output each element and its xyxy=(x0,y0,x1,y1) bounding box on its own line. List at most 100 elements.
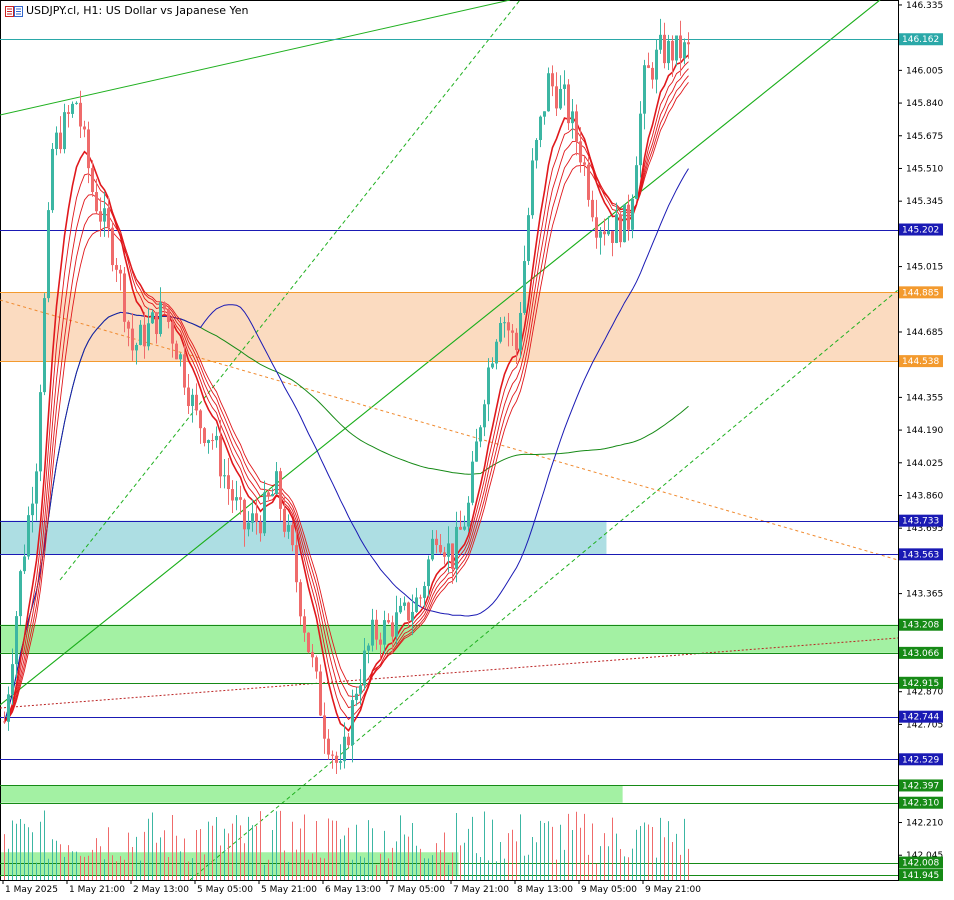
candle-body xyxy=(123,273,126,322)
candle-body xyxy=(431,538,434,560)
candle-body xyxy=(127,321,130,329)
candle-body xyxy=(15,616,18,665)
candle-body xyxy=(663,34,666,64)
candle-body xyxy=(355,693,358,701)
level-label: 143.733 xyxy=(902,517,939,527)
candle-body xyxy=(191,394,194,407)
candle-body xyxy=(339,761,342,763)
price-tick-label: 145.675 xyxy=(906,132,943,142)
channel-line-mid2 xyxy=(0,0,881,706)
candle-body xyxy=(223,475,226,477)
candle-body xyxy=(407,602,410,621)
level-label: 142.744 xyxy=(902,713,939,723)
candle-body xyxy=(335,755,338,763)
candle-body xyxy=(575,111,578,142)
candle-body xyxy=(371,619,374,646)
candle-body xyxy=(71,103,74,114)
level-label-bg xyxy=(899,646,943,659)
price-tick-label: 146.335 xyxy=(906,1,943,11)
candle-body xyxy=(135,344,138,351)
candle-body xyxy=(107,208,110,228)
level-label-bg xyxy=(899,33,943,46)
candle-body xyxy=(399,605,402,613)
candle-body xyxy=(195,394,198,411)
candle-body xyxy=(539,116,542,141)
candle-body xyxy=(235,497,238,501)
price-tick-label: 142.870 xyxy=(906,688,943,698)
channel-line-dashed-upper xyxy=(59,0,521,581)
candle-body xyxy=(115,265,118,270)
candle-body xyxy=(7,694,10,722)
candle-body xyxy=(503,322,506,324)
candle-body xyxy=(467,502,470,527)
level-label: 142.397 xyxy=(902,781,939,791)
candle-body xyxy=(219,435,222,477)
level-label: 142.915 xyxy=(902,679,939,689)
price-zone xyxy=(1,624,898,653)
price-tick-label: 143.695 xyxy=(906,524,943,534)
level-label: 143.563 xyxy=(902,550,939,560)
candle-body xyxy=(647,65,650,68)
candle-body xyxy=(423,586,426,598)
level-label-bg xyxy=(899,223,943,236)
candle-body xyxy=(59,132,62,150)
level-label: 145.202 xyxy=(902,226,939,236)
time-tick-label: 8 May 13:00 xyxy=(517,885,573,895)
candle-body xyxy=(87,129,90,169)
price-tick-label: 143.365 xyxy=(906,590,943,600)
candle-body xyxy=(323,715,326,739)
candle-body xyxy=(131,328,134,351)
candle-body xyxy=(183,354,186,388)
candle-body xyxy=(519,312,522,351)
price-tick-label: 142.210 xyxy=(906,819,943,829)
level-label-bg xyxy=(899,779,943,792)
candle-body xyxy=(39,392,42,472)
level-label-bg xyxy=(899,796,943,809)
level-label: 143.208 xyxy=(902,621,939,631)
candle-body xyxy=(379,639,382,645)
time-tick-label: 7 May 05:00 xyxy=(389,885,445,895)
candle-body xyxy=(215,435,218,441)
candle-body xyxy=(447,543,450,557)
candle-body xyxy=(435,538,438,546)
candle-body xyxy=(395,612,398,637)
level-label-bg xyxy=(899,618,943,631)
level-label: 143.066 xyxy=(902,649,939,659)
candle-body xyxy=(643,65,646,114)
candle-body xyxy=(291,525,294,546)
candle-body xyxy=(43,298,46,393)
candle-body xyxy=(239,497,242,500)
candle-body xyxy=(147,323,150,347)
candle-body xyxy=(439,545,442,553)
candle-body xyxy=(211,440,214,442)
candle-body xyxy=(463,526,466,530)
candle-body xyxy=(579,141,582,163)
candle-body xyxy=(163,302,166,310)
price-tick-label: 145.345 xyxy=(906,197,943,207)
candle-body xyxy=(415,597,418,612)
price-tick-label: 145.510 xyxy=(906,164,943,174)
candle-body xyxy=(619,214,622,243)
candle-body xyxy=(587,164,590,200)
price-tick-label: 145.840 xyxy=(906,99,943,109)
candle-body xyxy=(679,35,682,59)
time-tick-label: 9 May 05:00 xyxy=(581,885,637,895)
price-zone xyxy=(1,292,898,362)
candle-body xyxy=(327,738,330,755)
candle-body xyxy=(483,404,486,428)
price-zone xyxy=(1,785,623,803)
candle-body xyxy=(683,42,686,59)
candle-body xyxy=(511,330,514,333)
candle-body xyxy=(623,204,626,243)
candle-body xyxy=(659,34,662,50)
candle-body xyxy=(231,489,234,501)
level-label: 142.310 xyxy=(902,799,939,809)
candle-body xyxy=(343,736,346,762)
candle-body xyxy=(551,73,554,87)
candle-body xyxy=(671,40,674,61)
candle-body xyxy=(311,652,314,658)
candle-body xyxy=(91,168,94,193)
candle-body xyxy=(411,611,414,621)
